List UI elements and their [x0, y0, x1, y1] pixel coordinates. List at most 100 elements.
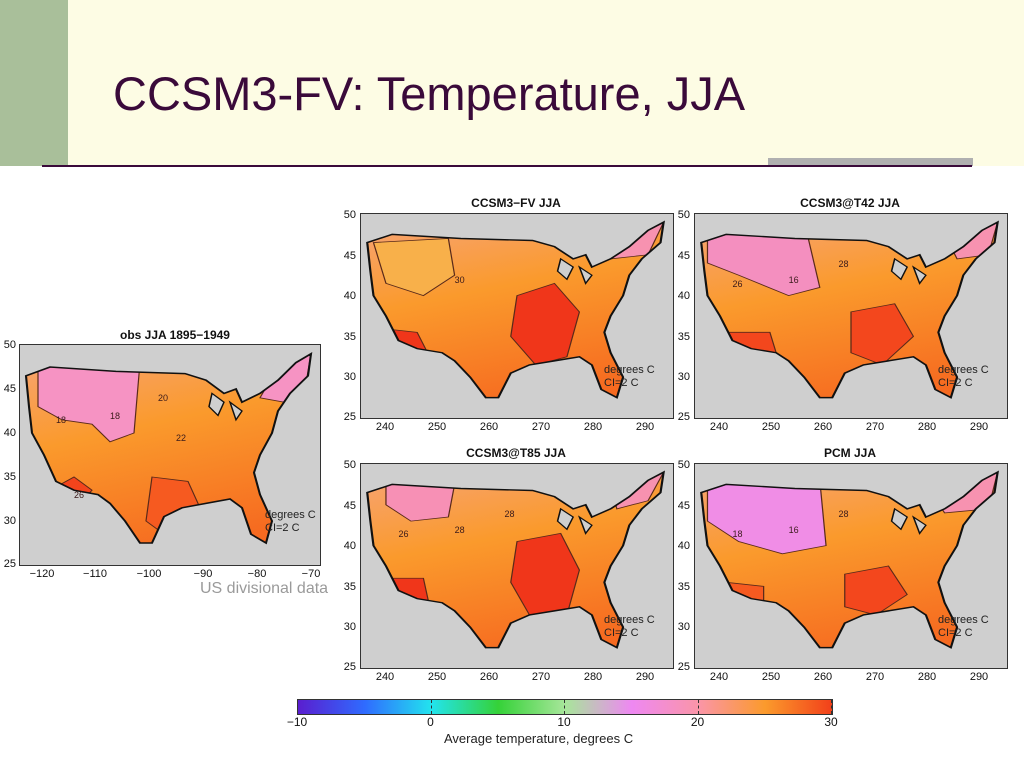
contour-label: 30 — [454, 275, 465, 286]
ci-line: CI=2 C — [938, 627, 973, 639]
temperature-contour-region — [259, 353, 311, 403]
temperature-contour-region — [850, 303, 915, 366]
x-tick: 280 — [917, 421, 937, 433]
y-tick: 40 — [3, 427, 16, 439]
x-tick: 250 — [761, 421, 781, 433]
units-line: degrees C — [938, 614, 989, 626]
title-rule-accent — [768, 158, 973, 166]
contour-label: 16 — [788, 525, 799, 536]
colorbar-tick-mark — [831, 700, 832, 714]
x-tick: 250 — [427, 671, 447, 683]
y-tick: 35 — [3, 471, 16, 483]
ci-line: CI=2 C — [938, 377, 973, 389]
y-tick: 40 — [677, 540, 690, 552]
map-canvas — [366, 220, 665, 399]
ccsm3-t85-map: 28 26 28 — [360, 463, 674, 669]
map-canvas — [700, 470, 999, 649]
x-tick: −90 — [193, 568, 213, 580]
colorbar-tick-label: 10 — [557, 715, 571, 729]
units-note: degrees C CI=2 C — [938, 614, 989, 640]
colorbar-tick-mark — [697, 700, 699, 714]
contour-label: 20 — [158, 393, 169, 404]
y-tick: 50 — [343, 459, 356, 471]
great-lakes — [556, 507, 593, 535]
coastline — [700, 470, 999, 649]
contour-label: 16 — [788, 275, 799, 286]
slide-title: CCSM3-FV: Temperature, JJA — [113, 67, 746, 120]
contour-label: 28 — [504, 508, 515, 519]
x-tick: 260 — [813, 671, 833, 683]
map-canvas — [700, 220, 999, 399]
x-tick: 250 — [761, 671, 781, 683]
obs-map: 18 18 20 22 26 — [19, 344, 321, 566]
temperature-contour-region — [725, 331, 777, 358]
y-tick: 40 — [343, 540, 356, 552]
units-note: degrees C CI=2 C — [265, 509, 316, 535]
contour-label: 28 — [838, 258, 849, 269]
ccsm3-t42-title: CCSM3@T42 JJA — [800, 196, 900, 210]
contour-label: 28 — [454, 525, 465, 536]
y-tick: 50 — [677, 459, 690, 471]
temperature-contour-region — [378, 577, 431, 612]
temperature-contour-region — [37, 362, 141, 443]
y-tick: 45 — [343, 500, 356, 512]
coastline — [366, 220, 665, 399]
x-tick: −70 — [301, 568, 321, 580]
x-tick: 270 — [865, 421, 885, 433]
y-tick: 35 — [677, 331, 690, 343]
x-tick: 240 — [375, 421, 395, 433]
map-canvas — [366, 470, 665, 649]
x-tick: 240 — [709, 671, 729, 683]
coastline — [366, 470, 665, 649]
ccsm3-t85-title: CCSM3@T85 JJA — [466, 446, 566, 460]
y-tick: 50 — [3, 339, 16, 351]
x-tick: −80 — [247, 568, 267, 580]
y-tick: 45 — [677, 500, 690, 512]
y-tick: 25 — [343, 661, 356, 673]
x-tick: 290 — [635, 421, 655, 433]
colorbar-tick-mark — [430, 700, 432, 714]
x-tick: 270 — [531, 421, 551, 433]
x-tick: 270 — [865, 671, 885, 683]
colorbar — [297, 699, 833, 715]
units-note: degrees C CI=2 C — [938, 364, 989, 390]
y-tick: 45 — [677, 250, 690, 262]
x-tick: 280 — [583, 671, 603, 683]
coastline — [700, 220, 999, 399]
contour-label: 26 — [398, 529, 409, 540]
colorbar-tick-label: 0 — [427, 715, 434, 729]
colorbar-tick-label: 20 — [690, 715, 705, 729]
title-band — [0, 0, 1024, 166]
y-tick: 30 — [677, 621, 690, 633]
x-tick: 250 — [427, 421, 447, 433]
y-tick: 40 — [343, 290, 356, 302]
temperature-contour-region — [372, 238, 456, 297]
temperature-contour-region — [725, 581, 765, 608]
ci-line: CI=2 C — [265, 522, 300, 534]
accent-bar — [0, 0, 68, 166]
x-tick: 260 — [813, 421, 833, 433]
x-tick: 260 — [479, 421, 499, 433]
units-note: degrees C CI=2 C — [604, 614, 655, 640]
y-tick: 45 — [343, 250, 356, 262]
contour-label: 28 — [838, 508, 849, 519]
y-tick: 35 — [343, 581, 356, 593]
obs-panel-title: obs JJA 1895−1949 — [120, 328, 230, 342]
x-tick: 290 — [635, 671, 655, 683]
y-tick: 25 — [677, 661, 690, 673]
coastline — [24, 352, 313, 545]
y-tick: 25 — [343, 411, 356, 423]
x-tick: 260 — [479, 671, 499, 683]
great-lakes — [556, 257, 593, 285]
x-tick: 290 — [969, 671, 989, 683]
contour-label: 18 — [732, 529, 743, 540]
x-tick: −120 — [29, 568, 55, 580]
y-tick: 30 — [343, 371, 356, 383]
y-tick: 25 — [3, 558, 16, 570]
ccsm3-t42-map: 16 26 28 — [694, 213, 1008, 419]
x-tick: 240 — [709, 421, 729, 433]
y-tick: 35 — [677, 581, 690, 593]
units-line: degrees C — [938, 364, 989, 376]
ccsm3-fv-map: 30 — [360, 213, 674, 419]
units-line: degrees C — [604, 614, 655, 626]
